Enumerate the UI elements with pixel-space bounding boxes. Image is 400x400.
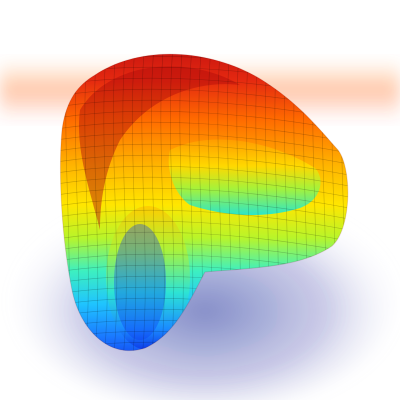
mesh-line (102, 54, 108, 351)
torus-inner-surface (168, 139, 321, 216)
mesh-line (60, 187, 348, 213)
mesh-line (60, 165, 348, 191)
mesh-line (60, 209, 348, 235)
mesh-line (112, 54, 118, 351)
mesh-line (60, 220, 348, 246)
mesh-line (60, 176, 348, 202)
mesh-line (60, 132, 348, 158)
mesh-line (60, 143, 348, 169)
mesh-line (121, 54, 127, 351)
mesh-line (60, 231, 348, 257)
mesh-line (140, 54, 146, 351)
mesh-line (60, 154, 348, 180)
mesh-line (150, 54, 156, 351)
mesh-line (131, 54, 137, 351)
mesh-line (93, 54, 99, 351)
tube-opening (106, 206, 190, 350)
mesh-line (60, 198, 348, 224)
mesh-line (60, 121, 348, 147)
mesh-line (159, 54, 165, 351)
